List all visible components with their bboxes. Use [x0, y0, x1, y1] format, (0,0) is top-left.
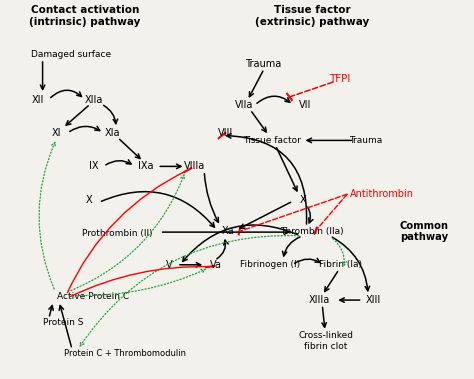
- Text: Common
pathway: Common pathway: [400, 221, 449, 242]
- Text: IXa: IXa: [138, 161, 154, 171]
- Text: XII: XII: [32, 94, 44, 105]
- Text: X: X: [86, 195, 93, 205]
- Text: Fibrinogen (I): Fibrinogen (I): [240, 260, 300, 269]
- Text: Va: Va: [210, 260, 222, 270]
- Text: Thrombin (IIa): Thrombin (IIa): [280, 227, 344, 236]
- Text: Prothrombin (II): Prothrombin (II): [82, 229, 153, 238]
- Text: XIIa: XIIa: [85, 94, 103, 105]
- Text: V: V: [166, 260, 173, 270]
- Text: Trauma: Trauma: [349, 136, 383, 145]
- Text: Cross-linked
fibrin clot: Cross-linked fibrin clot: [299, 331, 354, 351]
- Text: Antithrombin: Antithrombin: [349, 189, 413, 199]
- Text: Tissue factor: Tissue factor: [243, 136, 301, 145]
- Text: Tissue factor
(extrinsic) pathway: Tissue factor (extrinsic) pathway: [255, 5, 369, 27]
- Text: XIII: XIII: [365, 295, 381, 305]
- Text: Contact activation
(intrinsic) pathway: Contact activation (intrinsic) pathway: [29, 5, 140, 27]
- Text: Damaged surface: Damaged surface: [31, 50, 111, 60]
- Text: VII: VII: [299, 100, 311, 110]
- Text: Protein S: Protein S: [43, 318, 83, 327]
- Text: IX: IX: [90, 161, 99, 171]
- Text: Fibrin (Ia): Fibrin (Ia): [319, 260, 362, 269]
- Text: Trauma: Trauma: [245, 59, 281, 69]
- Text: TFPI: TFPI: [329, 74, 351, 84]
- Text: X: X: [299, 195, 306, 205]
- Text: XI: XI: [52, 128, 62, 138]
- Text: VIII: VIII: [218, 128, 233, 138]
- Text: Xa: Xa: [221, 226, 234, 236]
- Text: VIIa: VIIa: [235, 100, 253, 110]
- Text: Active Protein C: Active Protein C: [57, 292, 129, 301]
- Text: VIIIa: VIIIa: [184, 161, 205, 171]
- Text: Protein C + Thrombomodulin: Protein C + Thrombomodulin: [64, 349, 186, 359]
- Text: XIa: XIa: [105, 128, 120, 138]
- Text: XIIIa: XIIIa: [309, 295, 329, 305]
